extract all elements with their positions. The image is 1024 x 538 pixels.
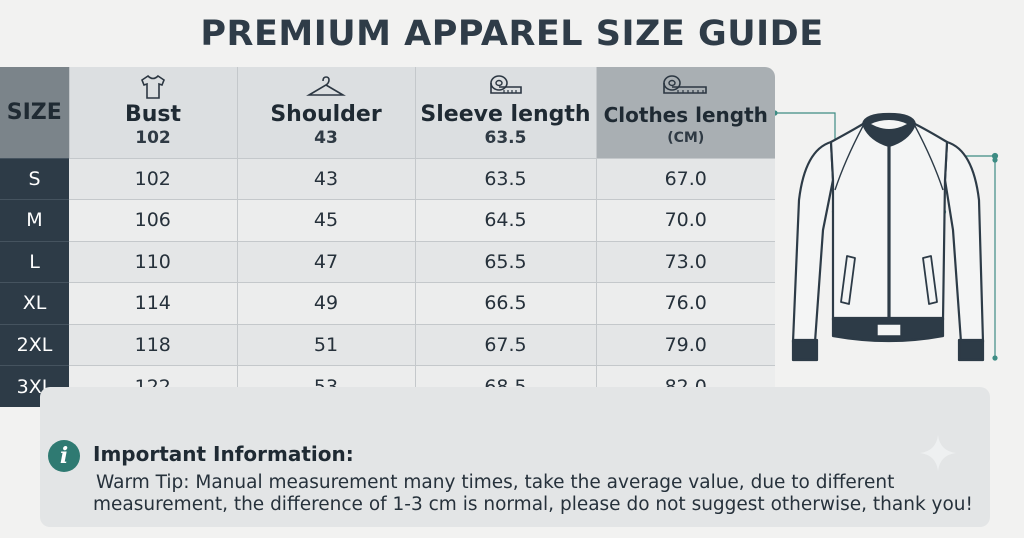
info-text: Warm Tip: Manual measurement many times,… — [93, 472, 993, 516]
length-cell: 79.0 — [596, 323, 775, 366]
header-shoulder: Shoulder 43 — [237, 67, 416, 158]
length-cell: 73.0 — [596, 240, 775, 283]
sparkle-icon — [920, 435, 956, 471]
bust-cell: 114 — [69, 282, 238, 324]
size-table: SIZE Bust 102 Shoulder 43 — [0, 67, 775, 407]
sleeve-cell: 64.5 — [415, 199, 597, 241]
sleeve-cell: 67.5 — [415, 323, 597, 366]
length-cell: 67.0 — [596, 157, 775, 200]
header-label: SIZE — [6, 99, 62, 125]
page-title: PREMIUM APPAREL SIZE GUIDE — [200, 14, 824, 54]
size-cell: L — [0, 240, 69, 283]
header-sleeve-length: Sleeve length 63.5 — [415, 67, 597, 158]
header-label: Bust — [124, 102, 182, 127]
bust-cell: 102 — [69, 157, 238, 200]
header-sub: 102 — [135, 128, 171, 148]
bust-cell: 106 — [69, 199, 238, 241]
shoulder-cell: 49 — [237, 282, 416, 324]
sleeve-cell: 63.5 — [415, 157, 597, 200]
table-row: 2XL 118 51 67.5 79.0 — [0, 323, 775, 366]
bust-cell: 110 — [69, 240, 238, 283]
table-row: L 110 47 65.5 73.0 — [0, 240, 775, 283]
header-size: SIZE — [0, 67, 70, 158]
info-icon: i — [48, 440, 80, 472]
header-label: Clothes length — [603, 103, 768, 127]
info-title: Important Information: — [93, 442, 354, 466]
jacket-illustration — [772, 100, 1015, 374]
table-row: M 106 45 64.5 70.0 — [0, 199, 775, 241]
hanger-icon — [238, 73, 415, 103]
sleeve-cell: 66.5 — [415, 282, 597, 324]
jacket-body — [791, 112, 985, 362]
info-line: Warm Tip: Manual measurement many times,… — [96, 472, 895, 493]
tape-measure-icon — [597, 73, 776, 103]
table-row: S 102 43 63.5 67.0 — [0, 157, 775, 200]
size-cell: XL — [0, 282, 69, 324]
size-cell: S — [0, 157, 69, 200]
size-cell: 2XL — [0, 323, 69, 366]
header-sub: 43 — [314, 128, 338, 148]
info-card — [40, 387, 990, 527]
shoulder-cell: 47 — [237, 240, 416, 283]
shoulder-cell: 51 — [237, 323, 416, 366]
shoulder-cell: 45 — [237, 199, 416, 241]
shoulder-cell: 43 — [237, 157, 416, 200]
length-cell: 76.0 — [596, 282, 775, 324]
table-header-row: SIZE Bust 102 Shoulder 43 — [0, 67, 775, 158]
sleeve-cell: 65.5 — [415, 240, 597, 283]
table-row: XL 114 49 66.5 76.0 — [0, 282, 775, 324]
tshirt-icon — [70, 73, 237, 103]
size-cell: M — [0, 199, 69, 241]
header-label: Sleeve length — [420, 102, 591, 127]
header-sub: 63.5 — [484, 128, 527, 148]
header-bust: Bust 102 — [69, 67, 238, 158]
length-cell: 70.0 — [596, 199, 775, 241]
header-sub: (CM) — [667, 130, 705, 146]
header-clothes-length: Clothes length (CM) — [596, 67, 775, 158]
bust-cell: 118 — [69, 323, 238, 366]
header-label: Shoulder — [270, 102, 382, 127]
tape-measure-icon — [416, 73, 596, 103]
info-line: measurement, the difference of 1-3 cm is… — [93, 494, 973, 515]
